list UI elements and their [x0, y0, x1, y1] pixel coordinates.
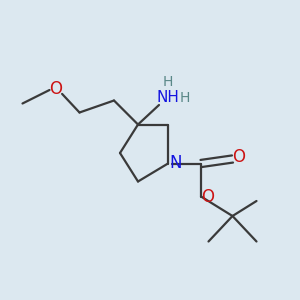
Text: H: H: [163, 76, 173, 89]
Text: NH: NH: [157, 90, 179, 105]
Text: O: O: [201, 188, 214, 206]
Text: O: O: [232, 148, 246, 166]
Text: N: N: [169, 154, 182, 172]
Text: H: H: [179, 91, 190, 104]
Text: O: O: [49, 80, 62, 98]
